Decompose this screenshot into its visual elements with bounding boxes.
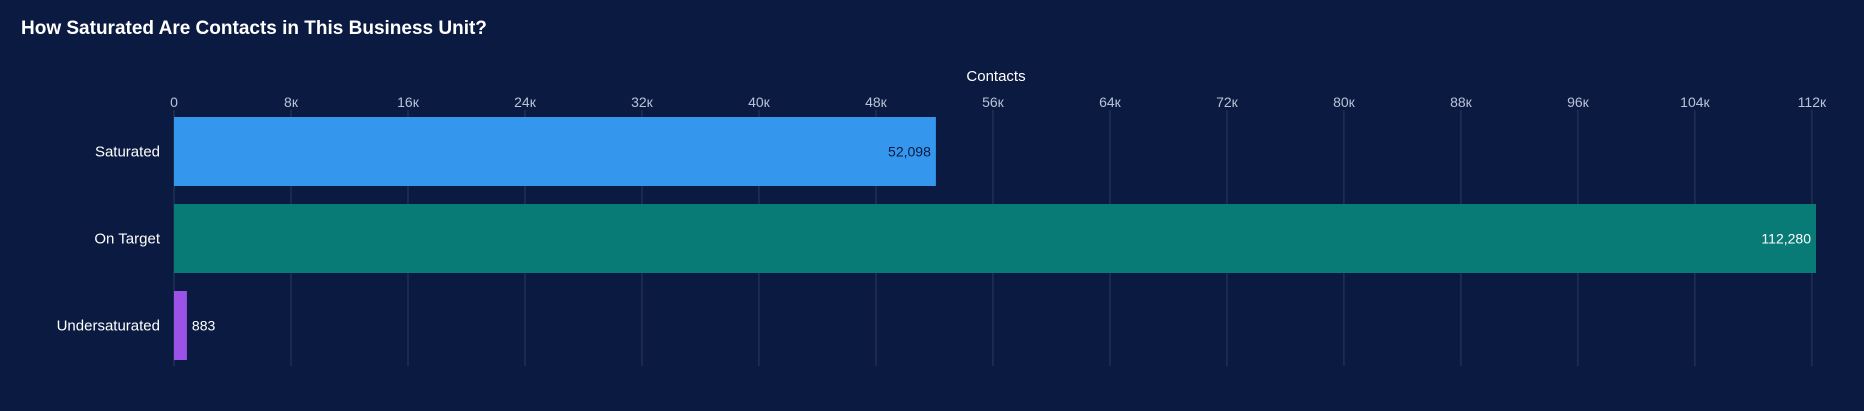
category-label: On Target: [94, 231, 160, 248]
x-tick-label: 64к: [1099, 94, 1122, 110]
category-label: Saturated: [95, 144, 160, 161]
chart-title: How Saturated Are Contacts in This Busin…: [21, 18, 487, 39]
x-tick-label: 80к: [1333, 94, 1356, 110]
category-label: Undersaturated: [57, 318, 160, 335]
x-tick-label: 0: [170, 94, 178, 110]
x-axis-title: Contacts: [966, 68, 1025, 85]
x-tick-label: 40к: [748, 94, 771, 110]
x-tick-label: 56к: [982, 94, 1005, 110]
x-tick-label: 24к: [514, 94, 537, 110]
x-tick-label: 112к: [1798, 94, 1827, 110]
bar-undersaturated[interactable]: [174, 291, 187, 360]
bar-on-target[interactable]: [174, 204, 1816, 273]
x-tick-label: 48к: [865, 94, 888, 110]
x-tick-label: 88к: [1450, 94, 1473, 110]
data-label: 112,280: [1761, 231, 1811, 247]
x-tick-label: 16к: [397, 94, 420, 110]
x-tick-label: 32к: [631, 94, 654, 110]
x-tick-label: 8к: [284, 94, 299, 110]
data-label: 52,098: [888, 144, 931, 160]
x-tick-label: 72к: [1216, 94, 1239, 110]
x-tick-label: 104к: [1680, 94, 1710, 110]
x-tick-label: 96к: [1567, 94, 1590, 110]
data-label: 883: [192, 318, 216, 334]
bar-saturated[interactable]: [174, 117, 936, 186]
